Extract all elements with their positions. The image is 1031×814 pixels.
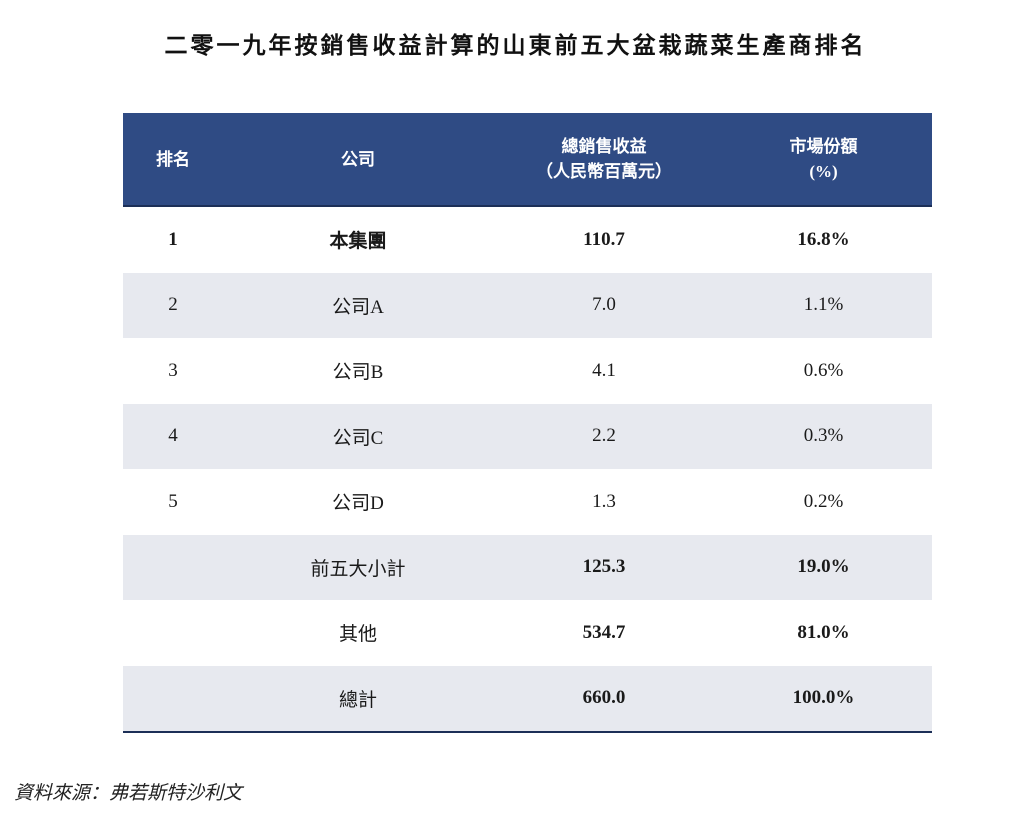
table-row: 3 公司B 4.1 0.6% xyxy=(123,338,932,404)
share-cell: 1.1% xyxy=(715,272,932,338)
company-cell: 總計 xyxy=(223,665,493,732)
company-cell: 公司A xyxy=(223,272,493,338)
revenue-cell: 110.7 xyxy=(583,228,625,250)
company-cell: 本集團 xyxy=(329,231,387,253)
header-company: 公司 xyxy=(223,113,493,206)
source-note: 資料來源：弗若斯特沙利文 xyxy=(14,783,243,804)
rank-cell: 4 xyxy=(123,403,223,469)
company-cell: 其他 xyxy=(338,624,377,646)
company-cell: 公司B xyxy=(332,362,384,384)
header-share-line2: (%) xyxy=(809,162,838,181)
company-cell: 公司C xyxy=(223,403,493,469)
table-header-row: 排名 公司 總銷售收益 （人民幣百萬元） 市場份額 (%) xyxy=(123,113,932,206)
header-share: 市場份額 (%) xyxy=(715,113,932,206)
header-revenue-line1: 總銷售收益 xyxy=(561,137,647,156)
table-row: 1 本集團 110.7 16.8% xyxy=(123,206,932,273)
revenue-cell: 2.2 xyxy=(493,403,715,469)
page-title: 二零一九年按銷售收益計算的山東前五大盆栽蔬菜生產商排名 xyxy=(164,33,867,58)
subtotal-row: 前五大小計 125.3 19.0% xyxy=(123,534,932,600)
rank-cell: 5 xyxy=(168,490,178,512)
revenue-cell: 534.7 xyxy=(582,621,626,643)
rank-cell xyxy=(123,600,223,666)
revenue-cell: 125.3 xyxy=(493,534,715,600)
share-cell: 0.3% xyxy=(715,403,932,469)
rank-cell xyxy=(123,665,223,732)
share-cell: 0.2% xyxy=(803,490,844,512)
rank-cell: 3 xyxy=(168,359,178,381)
share-cell: 19.0% xyxy=(715,534,932,600)
share-cell: 81.0% xyxy=(797,621,850,643)
total-row: 總計 660.0 100.0% xyxy=(123,665,932,732)
share-cell: 16.8% xyxy=(797,228,850,250)
revenue-cell: 1.3 xyxy=(592,490,616,512)
ranking-table: 排名 公司 總銷售收益 （人民幣百萬元） 市場份額 (%) 1 本集團 110.… xyxy=(123,113,932,733)
header-share-line1: 市場份額 xyxy=(789,137,858,156)
table-row: 5 公司D 1.3 0.2% xyxy=(123,469,932,535)
company-cell: 公司D xyxy=(332,493,384,515)
revenue-cell: 660.0 xyxy=(493,665,715,732)
rank-cell: 2 xyxy=(123,272,223,338)
table-row: 4 公司C 2.2 0.3% xyxy=(123,403,932,469)
revenue-cell: 7.0 xyxy=(493,272,715,338)
others-row: 其他 534.7 81.0% xyxy=(123,600,932,666)
share-cell: 0.6% xyxy=(803,359,844,381)
header-revenue-line2: （人民幣百萬元） xyxy=(536,162,672,181)
header-revenue: 總銷售收益 （人民幣百萬元） xyxy=(493,113,715,206)
header-rank: 排名 xyxy=(123,113,223,206)
revenue-cell: 4.1 xyxy=(592,359,616,381)
company-cell: 前五大小計 xyxy=(223,534,493,600)
rank-cell: 1 xyxy=(168,228,178,250)
share-cell: 100.0% xyxy=(715,665,932,732)
rank-cell xyxy=(123,534,223,600)
table-row: 2 公司A 7.0 1.1% xyxy=(123,272,932,338)
